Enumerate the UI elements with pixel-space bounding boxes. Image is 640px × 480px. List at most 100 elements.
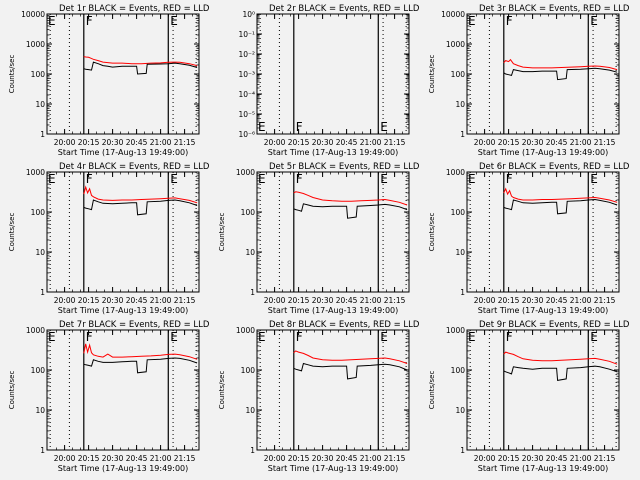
x-tick-label: 21:00 bbox=[360, 296, 382, 305]
corner-label: E bbox=[48, 14, 56, 28]
x-tick-label: 20:15 bbox=[288, 296, 310, 305]
y-axis-label: Counts/sec bbox=[428, 213, 436, 252]
y-tick-label: 10 bbox=[35, 248, 45, 257]
marker-label: F bbox=[296, 120, 303, 134]
y-tick-label: 1000 bbox=[446, 168, 465, 177]
marker-label: E bbox=[170, 14, 178, 28]
y-axis-label: Counts/sec bbox=[218, 371, 226, 410]
corner-label: E bbox=[48, 330, 56, 344]
y-tick-label: 1 bbox=[40, 288, 45, 297]
y-tick-label: 10⁻² bbox=[238, 50, 255, 59]
x-tick-label: 20:45 bbox=[336, 296, 358, 305]
y-tick-label: 10⁰ bbox=[242, 10, 255, 19]
x-tick-label: 21:00 bbox=[150, 138, 172, 147]
y-tick-label: 1000 bbox=[26, 168, 45, 177]
x-tick-label: 20:45 bbox=[546, 454, 568, 463]
chart-title: Det 9r BLACK = Events, RED = LLD bbox=[479, 320, 630, 330]
x-tick-label: 20:30 bbox=[312, 138, 334, 147]
x-tick-label: 21:15 bbox=[384, 454, 406, 463]
x-axis-label: Start Time (17-Aug-13 19:49:00) bbox=[478, 148, 609, 157]
y-tick-label: 10 bbox=[35, 100, 45, 109]
x-tick-label: 20:00 bbox=[474, 296, 496, 305]
x-tick-label: 20:30 bbox=[522, 138, 544, 147]
panel-det-3: Det 3r BLACK = Events, RED = LLD 1 10 100 10… bbox=[428, 4, 630, 157]
x-tick-label: 21:15 bbox=[594, 138, 616, 147]
series-line-events bbox=[503, 67, 618, 81]
series-line-lld bbox=[503, 187, 618, 203]
chart-title: Det 3r BLACK = Events, RED = LLD bbox=[479, 4, 630, 14]
y-tick-label: 10 bbox=[455, 406, 465, 415]
y-tick-label: 1000 bbox=[236, 168, 255, 177]
plot-frame bbox=[256, 329, 410, 451]
x-tick-label: 21:15 bbox=[174, 138, 196, 147]
y-axis-label: Counts/sec bbox=[8, 371, 16, 410]
y-tick-label: 100 bbox=[31, 70, 46, 79]
y-tick-label: 10000 bbox=[441, 10, 465, 19]
chart-title: Det 6r BLACK = Events, RED = LLD bbox=[479, 162, 630, 172]
y-tick-label: 100 bbox=[241, 366, 256, 375]
y-tick-label: 100 bbox=[31, 366, 46, 375]
chart-title: Det 1r BLACK = Events, RED = LLD bbox=[59, 4, 210, 14]
series-line-lld bbox=[83, 56, 198, 67]
chart-title: Det 2r BLACK = Events, RED = LLD bbox=[269, 4, 420, 14]
panel-det-5: Det 5r BLACK = Events, RED = LLD 1 10 100 10… bbox=[218, 162, 420, 315]
y-axis-label: Counts/sec bbox=[428, 371, 436, 410]
x-tick-label: 20:15 bbox=[78, 138, 100, 147]
y-axis-label: Counts/sec bbox=[428, 55, 436, 94]
y-tick-label: 100 bbox=[451, 366, 466, 375]
x-axis-label: Start Time (17-Aug-13 19:49:00) bbox=[58, 148, 189, 157]
x-tick-label: 20:00 bbox=[474, 138, 496, 147]
x-axis-label: Start Time (17-Aug-13 19:49:00) bbox=[58, 306, 189, 315]
x-tick-label: 20:00 bbox=[474, 454, 496, 463]
y-tick-label: 1 bbox=[250, 288, 255, 297]
marker-label: F bbox=[86, 172, 93, 186]
x-tick-label: 20:45 bbox=[126, 138, 148, 147]
panel-det-8: Det 8r BLACK = Events, RED = LLD 1 10 100 10… bbox=[218, 320, 420, 473]
y-tick-label: 10⁻⁶ bbox=[238, 130, 255, 139]
x-tick-label: 21:15 bbox=[174, 296, 196, 305]
x-tick-label: 20:00 bbox=[54, 454, 76, 463]
x-tick-label: 20:15 bbox=[288, 454, 310, 463]
chart-title: Det 4r BLACK = Events, RED = LLD bbox=[59, 162, 210, 172]
series-line-events bbox=[503, 365, 618, 381]
plot-frame bbox=[466, 171, 620, 293]
marker-label: F bbox=[506, 330, 513, 344]
y-tick-label: 10 bbox=[245, 248, 255, 257]
x-tick-label: 20:30 bbox=[522, 454, 544, 463]
chart-title: Det 7r BLACK = Events, RED = LLD bbox=[59, 320, 210, 330]
y-tick-label: 10000 bbox=[21, 10, 45, 19]
chart-title: Det 5r BLACK = Events, RED = LLD bbox=[269, 162, 420, 172]
series-line-lld bbox=[293, 350, 408, 364]
chart-title: Det 8r BLACK = Events, RED = LLD bbox=[269, 320, 420, 330]
marker-label: F bbox=[506, 14, 513, 28]
y-axis-label: Counts/sec bbox=[218, 213, 226, 252]
y-tick-label: 10 bbox=[455, 100, 465, 109]
marker-label: F bbox=[86, 330, 93, 344]
y-tick-label: 1 bbox=[460, 288, 465, 297]
x-tick-label: 20:00 bbox=[264, 454, 286, 463]
x-axis-label: Start Time (17-Aug-13 19:49:00) bbox=[478, 306, 609, 315]
x-tick-label: 20:45 bbox=[126, 454, 148, 463]
plot-frame bbox=[466, 329, 620, 451]
x-axis-label: Start Time (17-Aug-13 19:49:00) bbox=[268, 148, 399, 157]
x-tick-label: 20:15 bbox=[288, 138, 310, 147]
y-axis-label: Counts/sec bbox=[8, 213, 16, 252]
x-tick-label: 21:15 bbox=[384, 296, 406, 305]
y-tick-label: 10 bbox=[455, 248, 465, 257]
x-axis-label: Start Time (17-Aug-13 19:49:00) bbox=[268, 306, 399, 315]
x-tick-label: 20:15 bbox=[78, 296, 100, 305]
x-tick-label: 21:00 bbox=[360, 138, 382, 147]
panel-det-7: Det 7r BLACK = Events, RED = LLD 1 10 100 10… bbox=[8, 320, 210, 473]
series-line-events bbox=[293, 203, 408, 219]
y-tick-label: 1 bbox=[460, 446, 465, 455]
x-tick-label: 20:45 bbox=[336, 454, 358, 463]
x-tick-label: 20:45 bbox=[336, 138, 358, 147]
x-tick-label: 20:00 bbox=[54, 296, 76, 305]
y-tick-label: 100 bbox=[451, 208, 466, 217]
x-axis-label: Start Time (17-Aug-13 19:49:00) bbox=[268, 464, 399, 473]
x-axis-label: Start Time (17-Aug-13 19:49:00) bbox=[58, 464, 189, 473]
y-tick-label: 10 bbox=[35, 406, 45, 415]
series-line-lld bbox=[83, 185, 198, 204]
y-tick-label: 1000 bbox=[446, 326, 465, 335]
